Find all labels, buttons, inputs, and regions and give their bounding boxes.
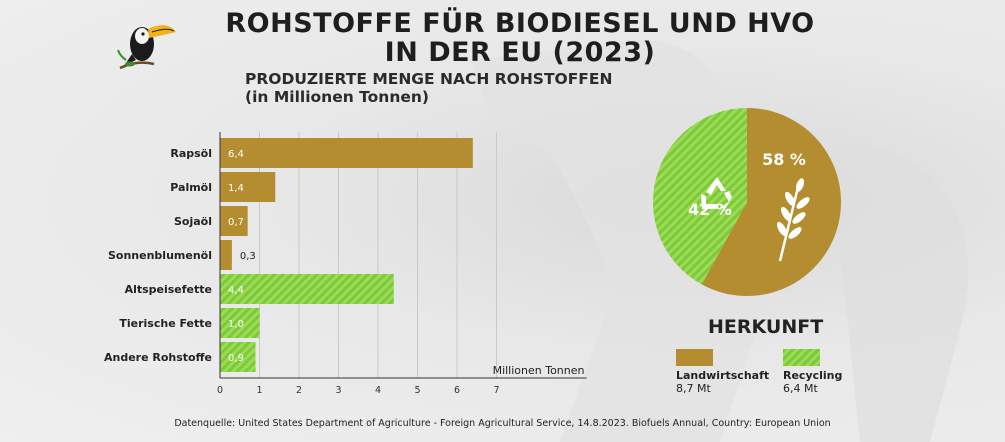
legend-swatch-recycling bbox=[783, 349, 820, 366]
bar-value-label: 6,4 bbox=[228, 149, 244, 160]
category-label: Tierische Fette bbox=[119, 317, 212, 330]
data-source-footer: Datenquelle: United States Department of… bbox=[174, 418, 831, 429]
legend-value-landwirtschaft: 8,7 Mt bbox=[676, 382, 711, 395]
bar-value-label: 0,9 bbox=[228, 353, 244, 364]
page-title-line1: ROHSTOFFE FÜR BIODIESEL UND HVO bbox=[225, 8, 815, 39]
x-tick-label: 3 bbox=[335, 385, 341, 396]
pie-slice-label: 42 % bbox=[688, 200, 732, 219]
wheat-icon bbox=[776, 178, 810, 262]
bar bbox=[220, 308, 260, 338]
bar-value-label: 0,7 bbox=[228, 217, 244, 228]
category-label: Altspeisefette bbox=[125, 283, 212, 296]
chart-subtitle-line1: PRODUZIERTE MENGE NACH ROHSTOFFEN bbox=[245, 70, 613, 88]
pie-slice bbox=[653, 108, 747, 285]
legend-value-recycling: 6,4 Mt bbox=[783, 382, 818, 395]
legend-title: HERKUNFT bbox=[708, 316, 824, 338]
legend-label-landwirtschaft: Landwirtschaft bbox=[676, 369, 770, 382]
x-tick-label: 0 bbox=[217, 385, 223, 396]
x-tick-label: 5 bbox=[414, 385, 420, 396]
x-tick-label: 7 bbox=[493, 385, 499, 396]
x-tick-label: 4 bbox=[375, 385, 381, 396]
bar-chart: 6,4 1,4 0,7 0,3 4,4 1,0 0,9 0 1 2 3 4 5 6 7 Millionen … bbox=[104, 132, 587, 396]
category-label: Palmöl bbox=[170, 181, 212, 194]
category-label: Sojaöl bbox=[174, 215, 212, 228]
pie-slice-label: 58 % bbox=[762, 150, 806, 169]
chart-subtitle: PRODUZIERTE MENGE NACH ROHSTOFFEN (in Mi… bbox=[245, 70, 612, 106]
page-title-line2: IN DER EU (2023) bbox=[384, 37, 656, 68]
bar bbox=[220, 206, 248, 236]
category-label: Rapsöl bbox=[170, 147, 212, 160]
x-tick-label: 1 bbox=[256, 385, 262, 396]
bar bbox=[220, 342, 256, 372]
x-axis-label: Millionen Tonnen bbox=[493, 364, 585, 377]
bar-value-label: 1,0 bbox=[228, 319, 244, 330]
bar-value-label: 1,4 bbox=[228, 183, 244, 194]
bar bbox=[220, 274, 394, 304]
category-label: Sonnenblumenöl bbox=[108, 249, 212, 262]
x-tick-label: 2 bbox=[296, 385, 302, 396]
legend-label-recycling: Recycling bbox=[783, 369, 843, 382]
x-tick-label: 6 bbox=[454, 385, 460, 396]
legend-item-recycling: Recycling 6,4 Mt bbox=[783, 349, 842, 395]
chart-subtitle-line2: (in Millionen Tonnen) bbox=[245, 88, 429, 106]
recycle-icon bbox=[701, 177, 732, 211]
bar-value-label: 0,3 bbox=[240, 251, 256, 262]
bar bbox=[220, 138, 473, 168]
category-label: Andere Rohstoffe bbox=[104, 351, 212, 364]
legend-swatch-landwirtschaft bbox=[676, 349, 713, 366]
pie-chart: 58 % 42 % bbox=[653, 108, 841, 297]
toucan-icon bbox=[117, 25, 176, 70]
bar bbox=[220, 172, 276, 202]
bar bbox=[220, 240, 232, 270]
bar-value-label: 4,4 bbox=[228, 285, 244, 296]
legend-item-landwirtschaft: Landwirtschaft 8,7 Mt bbox=[676, 349, 769, 395]
pie-slice bbox=[701, 108, 841, 297]
